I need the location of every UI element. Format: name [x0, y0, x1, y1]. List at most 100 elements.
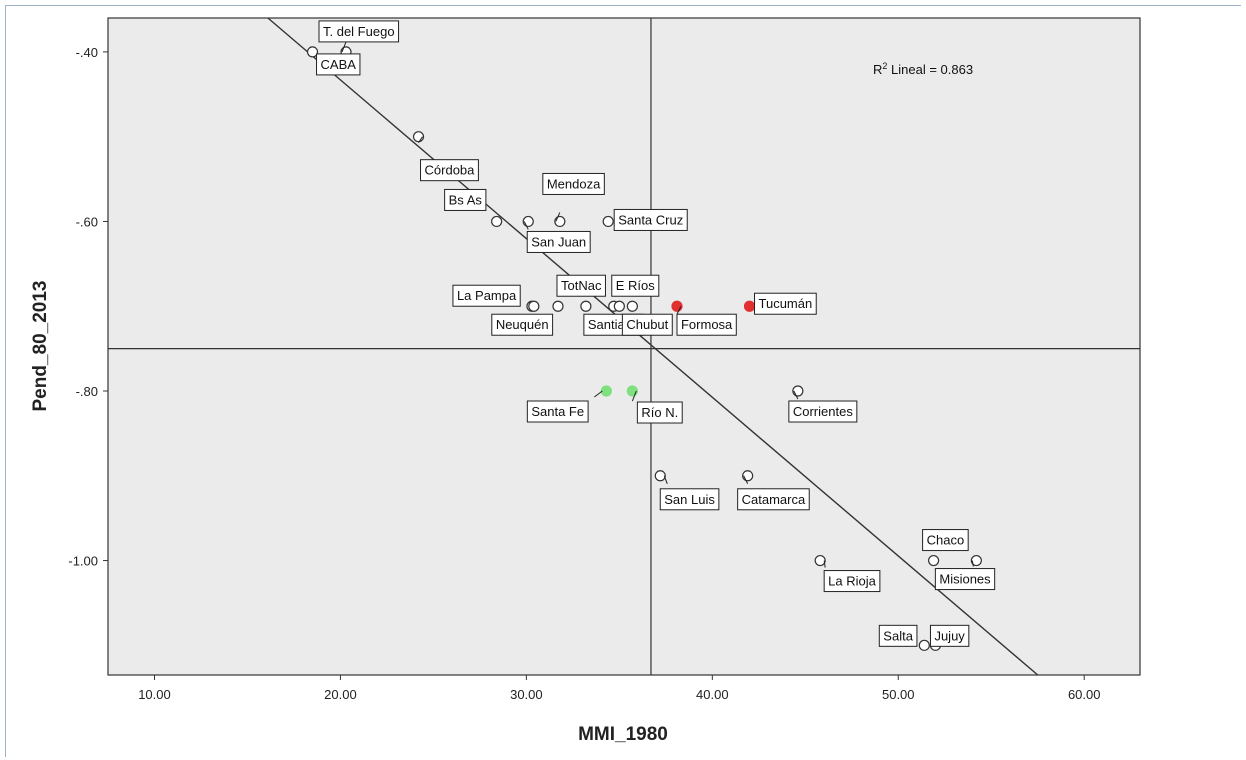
- point-label: Río N.: [631, 390, 683, 424]
- x-tick-label: 50.00: [882, 687, 915, 702]
- label-leader: [663, 475, 668, 484]
- point-label: E Ríos: [611, 274, 660, 297]
- data-point: [918, 639, 930, 651]
- point-label-text: Jujuy: [934, 628, 965, 643]
- label-leader: [631, 390, 637, 402]
- point-label-box: [420, 159, 479, 182]
- point-label: Salta: [878, 624, 918, 647]
- data-point: [654, 470, 666, 482]
- x-tick-label: 20.00: [324, 687, 357, 702]
- x-axis-title: MMI_1980: [578, 724, 668, 745]
- point-label: Misiones: [934, 560, 996, 591]
- label-leader: [971, 560, 974, 567]
- data-point: [743, 300, 756, 312]
- x-tick-label: 10.00: [138, 687, 171, 702]
- point-label-text: Corrientes: [793, 404, 853, 419]
- label-leader: [341, 41, 347, 53]
- point-label: TotNac: [556, 274, 606, 297]
- point-label-text: Bs As: [449, 192, 483, 207]
- point-label-box: [452, 284, 521, 307]
- plot-area: [107, 17, 1141, 676]
- point-label-text: Chaco: [927, 533, 965, 548]
- y-tick-label: -.80: [76, 384, 98, 399]
- point-label-box: [542, 172, 605, 195]
- point-label-box: [659, 488, 720, 511]
- point-label: Bs As: [444, 188, 487, 211]
- point-label-box: [922, 529, 969, 552]
- point-label-box: [316, 53, 361, 76]
- y-tick-label: -1.00: [68, 554, 98, 569]
- point-label-box: [788, 400, 858, 423]
- point-label-box: [621, 313, 673, 336]
- data-point: [927, 554, 940, 567]
- label-leader: [594, 390, 603, 398]
- data-point: [613, 300, 625, 312]
- r2-annotation: R2 Lineal = 0.863: [873, 61, 973, 77]
- point-label-box: [676, 313, 737, 336]
- point-label: Chubut: [621, 313, 673, 336]
- x-tick-label: 30.00: [510, 687, 543, 702]
- point-label: San Luis: [659, 475, 720, 511]
- point-label-box: [491, 313, 554, 336]
- point-label: CABA: [316, 53, 361, 76]
- point-label-text: E Ríos: [616, 278, 656, 293]
- point-label: Santa Cruz: [613, 208, 688, 231]
- point-label: La Rioja: [823, 560, 881, 593]
- point-label: Córdoba: [418, 136, 479, 182]
- point-label: Mendoza: [542, 172, 605, 222]
- point-label-box: [526, 230, 591, 253]
- point-label-text: San Luis: [664, 492, 715, 507]
- point-label-text: Santa Cruz: [618, 212, 683, 227]
- point-label-box: [929, 624, 970, 647]
- point-label-text: Tucumán: [759, 296, 813, 311]
- y-tick-label: -.60: [76, 214, 98, 229]
- fit-line: [267, 17, 1039, 676]
- point-label-text: TotNac: [561, 278, 602, 293]
- point-label-text: CABA: [321, 57, 357, 72]
- label-leader: [555, 212, 561, 222]
- point-label-text: La Pampa: [457, 288, 517, 303]
- point-label-box: [526, 400, 589, 423]
- y-axis-title: Pend_80_2013: [30, 281, 51, 412]
- point-label: Jujuy: [929, 624, 970, 647]
- label-leader: [418, 136, 423, 143]
- data-point: [552, 300, 564, 312]
- data-point: [626, 300, 638, 312]
- point-label-text: Río N.: [641, 405, 678, 420]
- point-label: Tucumán: [754, 292, 817, 315]
- point-label-box: [823, 570, 881, 593]
- point-label-text: Formosa: [681, 317, 733, 332]
- point-label-text: Misiones: [939, 572, 991, 587]
- data-point: [600, 385, 612, 397]
- point-label-box: [636, 401, 683, 424]
- label-leader: [823, 560, 826, 568]
- data-point: [602, 215, 614, 228]
- point-label: San Juan: [523, 221, 591, 253]
- point-label-text: Salta: [883, 628, 913, 643]
- chart-window: [5, 5, 1241, 757]
- x-tick-label: 40.00: [696, 687, 729, 702]
- label-leader: [743, 475, 749, 485]
- point-label-box: [318, 20, 400, 43]
- point-label: Santa Fe: [526, 390, 603, 423]
- point-label: La Pampa: [452, 284, 521, 307]
- point-label-text: Catamarca: [742, 492, 806, 507]
- data-point: [970, 554, 982, 567]
- point-label-text: Córdoba: [425, 163, 476, 178]
- data-point: [814, 554, 826, 567]
- point-label-text: La Rioja: [828, 574, 876, 589]
- point-label-box: [556, 274, 606, 297]
- point-label: Formosa: [676, 306, 737, 336]
- point-label-text: San Juan: [531, 234, 586, 249]
- point-label-text: Chubut: [626, 317, 668, 332]
- data-point: [580, 300, 592, 312]
- point-label-box: [934, 568, 996, 591]
- point-label-text: Santa Fe: [531, 404, 584, 419]
- point-label-box: [737, 488, 810, 511]
- label-leader: [523, 221, 529, 230]
- point-label-text: T. del Fuego: [323, 24, 395, 39]
- y-tick-label: -.40: [76, 45, 98, 60]
- point-label-box: [444, 188, 487, 211]
- label-leader: [793, 390, 799, 400]
